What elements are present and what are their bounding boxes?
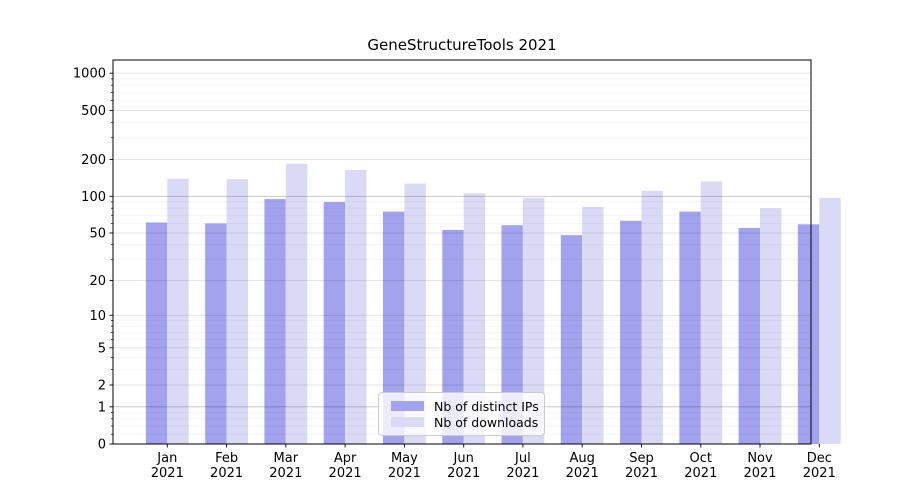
bar-downloads-oct [700, 181, 723, 444]
bar-downloads-nov [760, 208, 782, 444]
bar-distinct-ips-oct [679, 211, 701, 444]
y-tick-label: 100 [81, 190, 106, 205]
bar-downloads-apr [345, 170, 367, 444]
x-tick-label-year: 2021 [743, 466, 776, 481]
x-tick-label-month: Nov [747, 451, 773, 466]
y-tick-label: 0 [98, 438, 106, 453]
y-tick-label: 50 [89, 227, 106, 242]
x-tick-label-year: 2021 [684, 466, 717, 481]
y-tick-label: 1 [98, 400, 106, 415]
bar-distinct-ips-jul [501, 225, 523, 444]
chart-title: GeneStructureTools 2021 [367, 36, 557, 54]
x-tick-label-year: 2021 [269, 466, 302, 481]
x-tick-label-month: Feb [215, 451, 238, 466]
x-tick-label-year: 2021 [447, 466, 480, 481]
bar-downloads-feb [226, 179, 248, 444]
y-tick-label: 1000 [73, 67, 106, 82]
y-tick-label: 500 [81, 104, 106, 119]
x-tick-label-year: 2021 [506, 466, 539, 481]
x-tick-label-year: 2021 [388, 466, 421, 481]
x-tick-label-year: 2021 [210, 466, 243, 481]
bar-distinct-ips-nov [738, 228, 760, 444]
y-tick-label: 5 [98, 341, 106, 356]
x-tick-label-month: Jul [514, 451, 531, 466]
legend-label-distinct-ips: Nb of distinct IPs [434, 398, 539, 414]
bar-distinct-ips-may [383, 211, 405, 444]
bar-downloads-mar [285, 163, 308, 445]
bar-distinct-ips-dec [797, 224, 820, 444]
y-tick-label: 20 [89, 274, 106, 289]
bar-distinct-ips-jun [442, 229, 464, 444]
plot-border [112, 59, 812, 445]
bar-distinct-ips-feb [205, 223, 227, 444]
x-tick-label-month: Oct [690, 451, 712, 466]
x-tick-label-month: Jun [453, 451, 474, 466]
x-tick-label-year: 2021 [566, 466, 599, 481]
x-tick-label-year: 2021 [329, 466, 362, 481]
x-tick-label-month: Dec [807, 451, 832, 466]
bar-downloads-aug [582, 206, 604, 444]
bar-distinct-ips-mar [264, 199, 286, 444]
y-tick-label: 2 [98, 379, 106, 394]
legend: Nb of distinct IPs Nb of downloads [378, 392, 545, 436]
bar-distinct-ips-jan [145, 222, 168, 444]
legend-swatch-distinct-ips [391, 401, 424, 411]
bar-downloads-jul [522, 197, 545, 444]
bar-distinct-ips-apr [323, 201, 346, 444]
legend-label-downloads: Nb of downloads [434, 414, 539, 430]
x-tick-label-month: Aug [570, 451, 595, 466]
x-tick-label-month: Mar [274, 451, 299, 466]
x-tick-label-month: May [391, 451, 418, 466]
bar-downloads-dec [819, 197, 841, 444]
bar-distinct-ips-aug [560, 235, 583, 444]
bar-downloads-may [404, 183, 426, 444]
x-tick-label-month: Sep [629, 451, 654, 466]
x-tick-label-month: Jan [156, 451, 177, 466]
x-tick-label-year: 2021 [151, 466, 184, 481]
bar-downloads-jan [167, 178, 189, 445]
bar-downloads-jun [463, 193, 486, 444]
x-tick-label-month: Apr [334, 451, 357, 466]
y-tick-label: 10 [89, 309, 106, 324]
legend-item-distinct-ips: Nb of distinct IPs [391, 398, 539, 414]
y-tick-label: 200 [81, 153, 106, 168]
x-tick-label-year: 2021 [625, 466, 658, 481]
bar-distinct-ips-sep [620, 220, 642, 444]
bar-downloads-sep [641, 190, 663, 444]
legend-swatch-downloads [391, 417, 424, 427]
legend-item-downloads: Nb of downloads [391, 414, 539, 430]
x-tick-label-year: 2021 [803, 466, 836, 481]
